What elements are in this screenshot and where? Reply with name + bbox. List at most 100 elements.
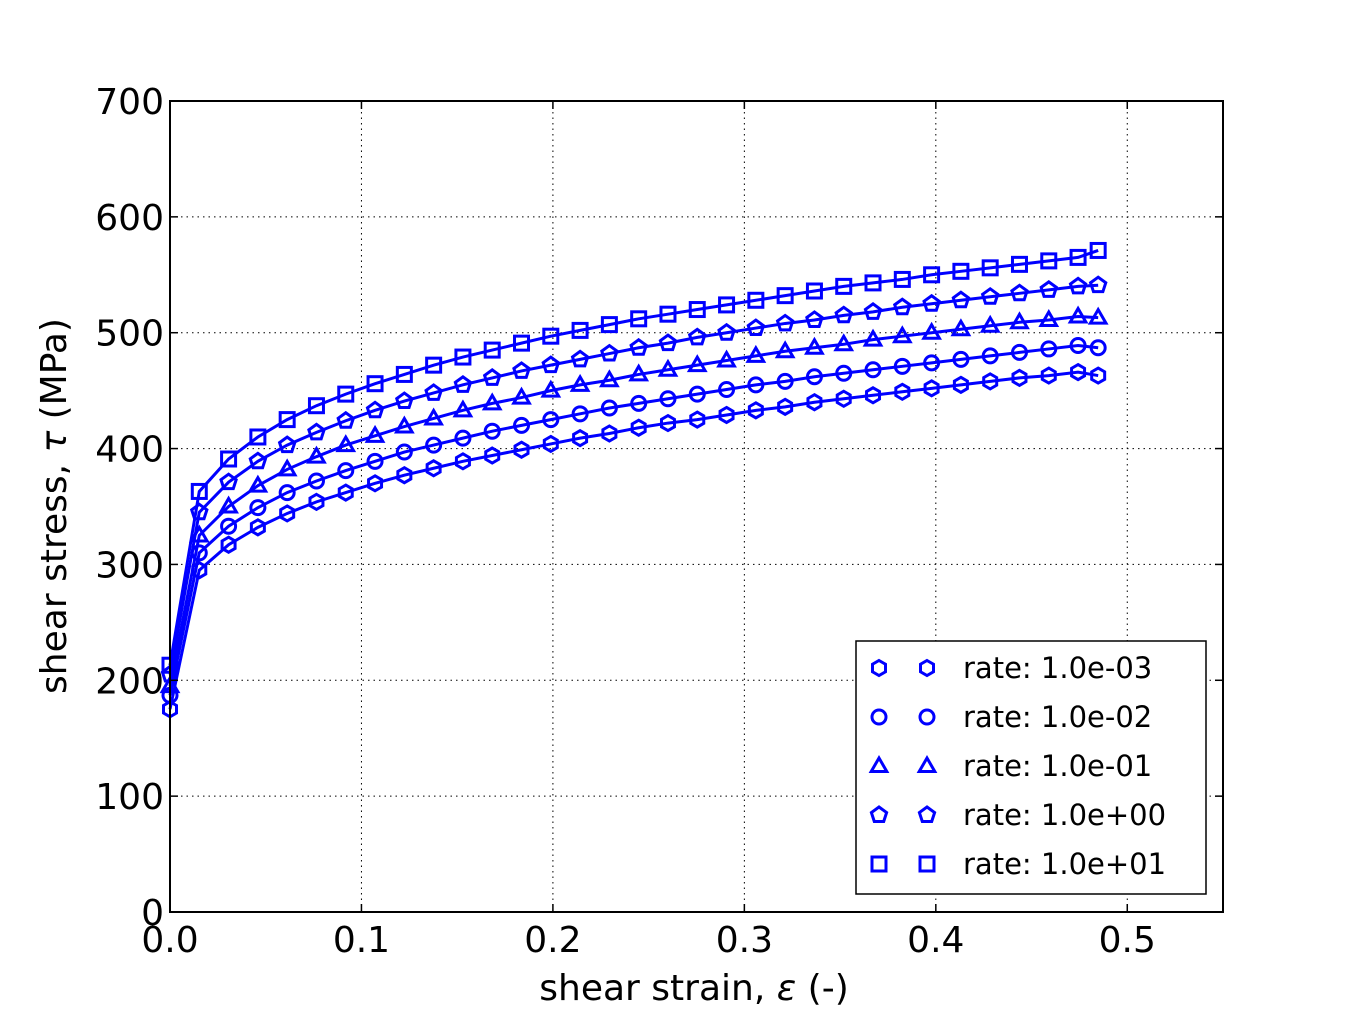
data-point	[923, 266, 941, 284]
data-point	[569, 373, 591, 392]
data-point	[805, 282, 823, 300]
data-point	[864, 274, 882, 292]
legend-marker	[916, 754, 938, 773]
data-point	[366, 452, 384, 470]
data-point	[718, 296, 736, 314]
data-point	[805, 310, 824, 328]
data-point	[394, 391, 414, 410]
data-point	[1070, 362, 1087, 382]
data-point	[688, 301, 706, 319]
data-point	[481, 392, 503, 411]
data-point	[278, 484, 296, 502]
legend-marker	[917, 805, 937, 823]
data-point	[1009, 311, 1030, 330]
data-point	[981, 259, 999, 277]
data-point	[921, 321, 942, 340]
data-point	[277, 435, 297, 454]
data-point	[891, 325, 913, 344]
legend-label: rate: 1.0e+00	[963, 798, 1166, 832]
data-point	[777, 397, 794, 417]
data-point	[572, 428, 589, 448]
data-point	[718, 380, 736, 398]
legend-box	[855, 640, 1207, 895]
data-point	[835, 364, 853, 382]
legend-marker	[870, 708, 888, 726]
data-point	[513, 416, 531, 434]
data-point	[774, 340, 796, 359]
data-point	[279, 504, 296, 523]
y-tick-label: 100	[95, 777, 164, 818]
legend-label: rate: 1.0e-01	[963, 749, 1152, 783]
data-point	[482, 368, 502, 386]
ticks: 0.0 0.1 0.2 0.3 0.4 0.5 0 100 200 300 400 500 600 700	[95, 82, 1223, 961]
data-point	[746, 318, 766, 337]
y-tick-label: 500	[95, 314, 164, 355]
series-hexagon	[162, 362, 1107, 719]
data-point	[687, 327, 707, 346]
data-point	[716, 349, 737, 368]
data-point	[923, 354, 941, 372]
data-point	[718, 405, 735, 425]
data-point	[1090, 366, 1107, 385]
data-point	[630, 394, 648, 412]
data-point	[745, 344, 767, 363]
data-point	[600, 399, 618, 417]
data-point	[190, 482, 208, 500]
data-point	[336, 410, 356, 429]
data-point	[1010, 283, 1029, 302]
data-point	[628, 363, 650, 382]
data-point	[335, 434, 357, 453]
data-point	[395, 443, 413, 461]
data-point	[395, 365, 413, 383]
data-point	[425, 459, 442, 478]
series-line	[168, 343, 1099, 696]
legend-marker	[918, 855, 936, 873]
data-point	[952, 350, 970, 368]
data-point	[542, 434, 559, 454]
data-point	[1010, 255, 1028, 273]
data-point	[367, 474, 384, 493]
legend-item: rate: 1.0e+01	[870, 847, 1166, 881]
data-point	[571, 405, 589, 423]
legend-item: rate: 1.0e+00	[869, 798, 1166, 832]
data-point	[834, 305, 854, 324]
data-point	[982, 372, 999, 391]
data-point	[600, 343, 619, 362]
data-point	[600, 316, 618, 334]
plot-frame	[169, 100, 1224, 913]
data-point	[513, 334, 531, 352]
data-point	[513, 440, 530, 459]
y-tick-label: 600	[95, 198, 164, 239]
legend-label: rate: 1.0e-02	[963, 700, 1152, 734]
x-tick-label: 0.2	[524, 920, 581, 961]
data-point	[220, 535, 237, 554]
data-point	[307, 397, 325, 415]
y-tick-label: 400	[95, 430, 164, 471]
data-point	[306, 445, 327, 464]
data-point	[511, 386, 532, 405]
data-point	[630, 418, 647, 437]
data-point	[512, 361, 531, 379]
data-point	[747, 376, 765, 394]
data-point	[307, 422, 326, 441]
data-point	[1067, 305, 1089, 324]
series-layer	[159, 241, 1109, 719]
data-point	[366, 375, 384, 393]
data-point	[189, 502, 209, 521]
x-tick-label: 0.5	[1099, 920, 1156, 961]
data-point	[540, 379, 562, 398]
series-line	[168, 249, 1099, 666]
data-point	[454, 429, 472, 447]
data-point	[980, 286, 1000, 305]
data-point	[688, 385, 706, 403]
data-point	[893, 270, 911, 288]
data-point	[483, 422, 501, 440]
data-point	[1040, 252, 1058, 270]
data-point	[894, 382, 911, 402]
data-point	[686, 354, 708, 373]
data-point	[922, 293, 941, 312]
data-point	[220, 517, 238, 535]
data-point	[424, 383, 444, 401]
data-point	[1069, 248, 1087, 266]
